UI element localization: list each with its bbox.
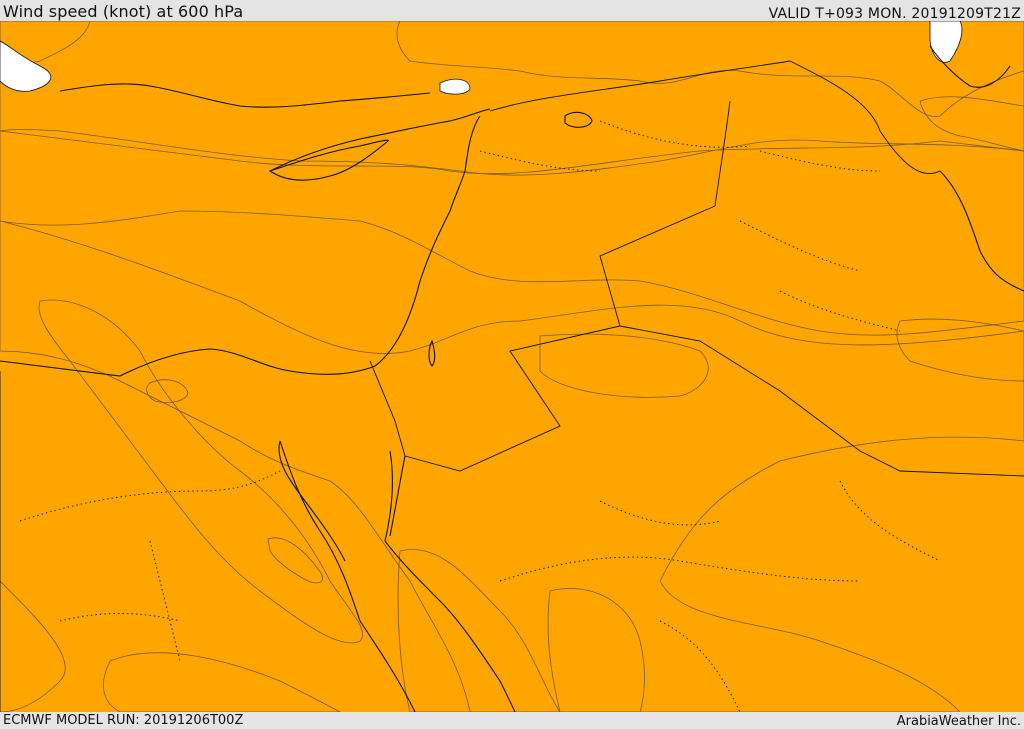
map-canvas: [0, 21, 1024, 712]
gulf-of-suez-coast: [278, 440, 346, 562]
white-area-nw: [0, 40, 52, 92]
turkey-south-coast: [269, 108, 491, 172]
band-2-south2-area: [547, 588, 645, 712]
model-run-label: ECMWF MODEL RUN: 20191206T00Z: [3, 713, 244, 728]
dotted-lines-north: [479, 120, 881, 172]
footer-bar: ECMWF MODEL RUN: 20191206T00Z ArabiaWeat…: [0, 712, 1024, 729]
dotted-lines-iraq: [739, 220, 901, 332]
wind-speed-map[interactable]: [0, 21, 1024, 712]
border-syria-turkey: [489, 60, 791, 112]
band-3-sw-area: [0, 580, 66, 712]
dotted-lines-egypt: [19, 470, 281, 662]
caspian-coast: [929, 45, 1011, 88]
mediterranean-south-coast: [0, 210, 451, 377]
border-egypt-israel: [369, 360, 406, 457]
band-6-area: [267, 537, 323, 584]
valid-time-label: VALID T+093 MON. 20191209T21Z: [768, 6, 1021, 22]
red-sea-east-coast: [384, 450, 516, 712]
credit-label: ArabiaWeather Inc.: [896, 714, 1021, 729]
band-5-area: [38, 299, 363, 644]
band-2-inner-area: [539, 333, 709, 398]
map-title: Wind speed (knot) at 600 hPa: [3, 2, 244, 21]
band-2-east-area: [896, 318, 1024, 382]
dead-sea-coast: [428, 339, 436, 367]
border-iraq-iran: [789, 60, 941, 175]
band-2-south-area: [397, 549, 561, 712]
gulf-of-aqaba-coast: [389, 455, 406, 537]
red-sea-west-coast: [279, 440, 416, 712]
border-syria-iraq: [714, 100, 731, 207]
land-low-wind-area: [396, 21, 1024, 117]
border-iraq-saudi: [619, 325, 1024, 477]
band-2-area: [0, 130, 1024, 336]
turkey-north-coast: [59, 83, 431, 108]
lake-van-coast: [564, 111, 593, 128]
persian-gulf-coast: [939, 170, 1024, 292]
levant-coast: [449, 115, 481, 212]
band-5-small-area: [146, 379, 189, 403]
white-area-lake: [439, 78, 471, 95]
band-3-sw2-area: [103, 652, 341, 712]
land-low-wind-area-2: [919, 96, 1024, 152]
cyprus-coast: [268, 139, 389, 181]
band-4-area: [0, 21, 1024, 712]
border-jordan-saudi: [404, 205, 716, 472]
band-1-area: [0, 21, 1024, 176]
header-bar: Wind speed (knot) at 600 hPa VALID T+093…: [0, 0, 1024, 22]
